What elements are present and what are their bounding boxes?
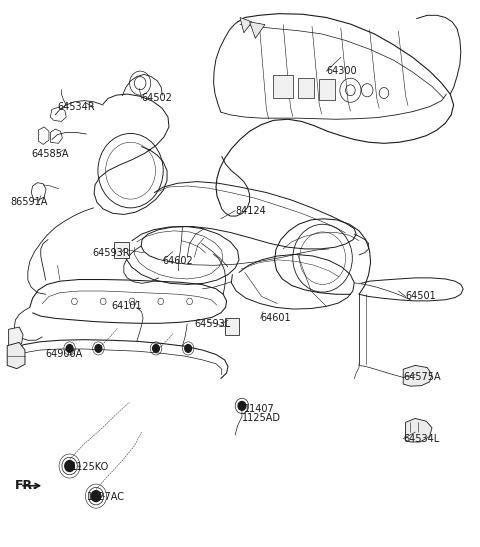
Circle shape	[91, 491, 101, 502]
Circle shape	[65, 461, 74, 472]
Circle shape	[238, 401, 246, 410]
Text: 64534R: 64534R	[58, 102, 95, 112]
Polygon shape	[225, 318, 239, 335]
Polygon shape	[7, 342, 25, 369]
Text: 64601: 64601	[261, 313, 291, 323]
Text: 64575A: 64575A	[403, 373, 441, 382]
Text: 64502: 64502	[142, 94, 172, 103]
Text: 64602: 64602	[162, 256, 193, 266]
Circle shape	[185, 345, 192, 352]
Polygon shape	[273, 75, 293, 98]
Text: 64534L: 64534L	[403, 434, 440, 444]
Text: FR.: FR.	[14, 479, 37, 492]
Circle shape	[95, 345, 102, 352]
Polygon shape	[319, 79, 335, 100]
Text: 64593L: 64593L	[194, 319, 231, 329]
Text: 64101: 64101	[112, 301, 143, 311]
Polygon shape	[240, 18, 252, 33]
Text: 86591A: 86591A	[11, 197, 48, 207]
Polygon shape	[114, 242, 129, 258]
Text: 64501: 64501	[406, 292, 436, 301]
Text: 64300: 64300	[326, 66, 357, 76]
Polygon shape	[406, 418, 432, 442]
Text: 1327AC: 1327AC	[87, 492, 125, 502]
Text: 64900A: 64900A	[46, 350, 83, 359]
Polygon shape	[9, 327, 23, 349]
Polygon shape	[298, 78, 314, 98]
Text: 64585A: 64585A	[31, 149, 69, 159]
Polygon shape	[250, 22, 265, 38]
Text: 64593R: 64593R	[92, 248, 130, 258]
Polygon shape	[403, 365, 432, 386]
Text: 11407: 11407	[244, 404, 275, 414]
Circle shape	[153, 345, 159, 352]
Text: 84124: 84124	[235, 206, 266, 216]
Circle shape	[66, 345, 73, 352]
Text: 1125AD: 1125AD	[242, 414, 281, 423]
Text: 1125KO: 1125KO	[71, 462, 109, 472]
